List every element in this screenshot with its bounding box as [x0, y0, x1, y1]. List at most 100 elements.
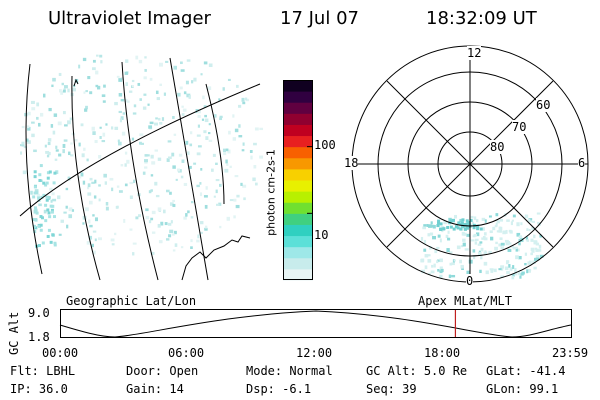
speckle [253, 164, 257, 169]
speckle [179, 86, 183, 90]
speckle [168, 234, 172, 238]
speckle [476, 219, 479, 223]
speckle [472, 223, 476, 227]
speckle [427, 233, 431, 237]
speckle [54, 158, 58, 161]
speckle [46, 171, 50, 175]
speckle [511, 219, 514, 222]
speckle [426, 224, 429, 227]
speckle [514, 267, 517, 272]
speckle [454, 225, 458, 229]
speckle [490, 269, 494, 273]
speckle [449, 225, 453, 229]
speckle [44, 203, 48, 207]
speckle [202, 95, 205, 100]
speckle [212, 153, 216, 157]
speckle [180, 61, 183, 65]
speckle [125, 59, 129, 63]
speckle [45, 198, 49, 202]
speckle [243, 197, 246, 201]
speckle [55, 145, 58, 149]
mlt-label-0: 0 [466, 274, 474, 288]
speckle [142, 106, 147, 110]
speckle [472, 255, 476, 260]
speckle [535, 254, 540, 258]
speckle [137, 82, 141, 86]
speckle [87, 76, 91, 80]
speckle [242, 184, 247, 188]
speckle [219, 117, 223, 121]
speckle [84, 207, 89, 212]
speckle [429, 245, 432, 250]
x-tick-0600: 06:00 [168, 346, 205, 360]
speckle [161, 117, 165, 121]
speckle [461, 218, 465, 222]
speckle [422, 226, 427, 230]
speckle [427, 254, 431, 257]
speckle [533, 266, 537, 270]
speckle [89, 91, 93, 95]
speckle [459, 259, 462, 264]
speckle [88, 200, 93, 205]
speckle [196, 152, 201, 156]
speckle [502, 230, 506, 235]
speckle [539, 234, 542, 238]
speckle [489, 230, 493, 234]
speckle [143, 76, 147, 80]
speckle [126, 159, 130, 164]
speckle [477, 243, 482, 246]
speckle [138, 59, 143, 64]
speckle [538, 244, 542, 249]
speckle [39, 223, 43, 227]
info-seq: Seq: 39 [366, 382, 417, 396]
speckle [63, 85, 68, 89]
speckle [500, 268, 504, 271]
speckle [234, 128, 239, 133]
speckle [114, 101, 118, 106]
speckle [423, 239, 427, 244]
speckle [499, 219, 504, 222]
speckle [151, 231, 156, 234]
speckle [133, 104, 137, 108]
speckle [131, 137, 135, 141]
speckle [199, 192, 203, 197]
speckle [51, 233, 55, 237]
speckle [504, 239, 509, 243]
speckle [95, 70, 99, 75]
speckle [539, 254, 544, 258]
speckle [126, 100, 130, 103]
speckle [98, 198, 101, 202]
speckle [203, 105, 207, 108]
speckle [252, 177, 256, 182]
speckle [68, 151, 71, 156]
speckle [47, 196, 51, 199]
x-tick-1800: 18:00 [424, 346, 461, 360]
speckle [190, 239, 193, 243]
speckle [43, 209, 47, 214]
speckle [420, 258, 424, 263]
speckle [227, 149, 231, 154]
speckle [104, 181, 108, 185]
speckle [57, 121, 62, 126]
speckle [442, 227, 446, 231]
speckle [477, 251, 482, 256]
speckle [530, 238, 534, 242]
speckle [164, 222, 168, 226]
speckle [464, 248, 469, 251]
speckle [197, 115, 201, 118]
speckle [144, 154, 148, 157]
info-dsp: Dsp: -6.1 [246, 382, 312, 396]
speckle [495, 222, 498, 227]
speckle [196, 184, 200, 188]
speckle [47, 138, 52, 142]
speckle [229, 165, 232, 169]
speckle [219, 225, 222, 229]
speckle [39, 215, 43, 219]
speckle [492, 226, 496, 231]
speckle [178, 153, 183, 157]
speckle [222, 87, 225, 91]
speckle [98, 155, 102, 159]
speckle [437, 234, 441, 238]
speckle [208, 123, 211, 126]
speckle [111, 187, 114, 192]
